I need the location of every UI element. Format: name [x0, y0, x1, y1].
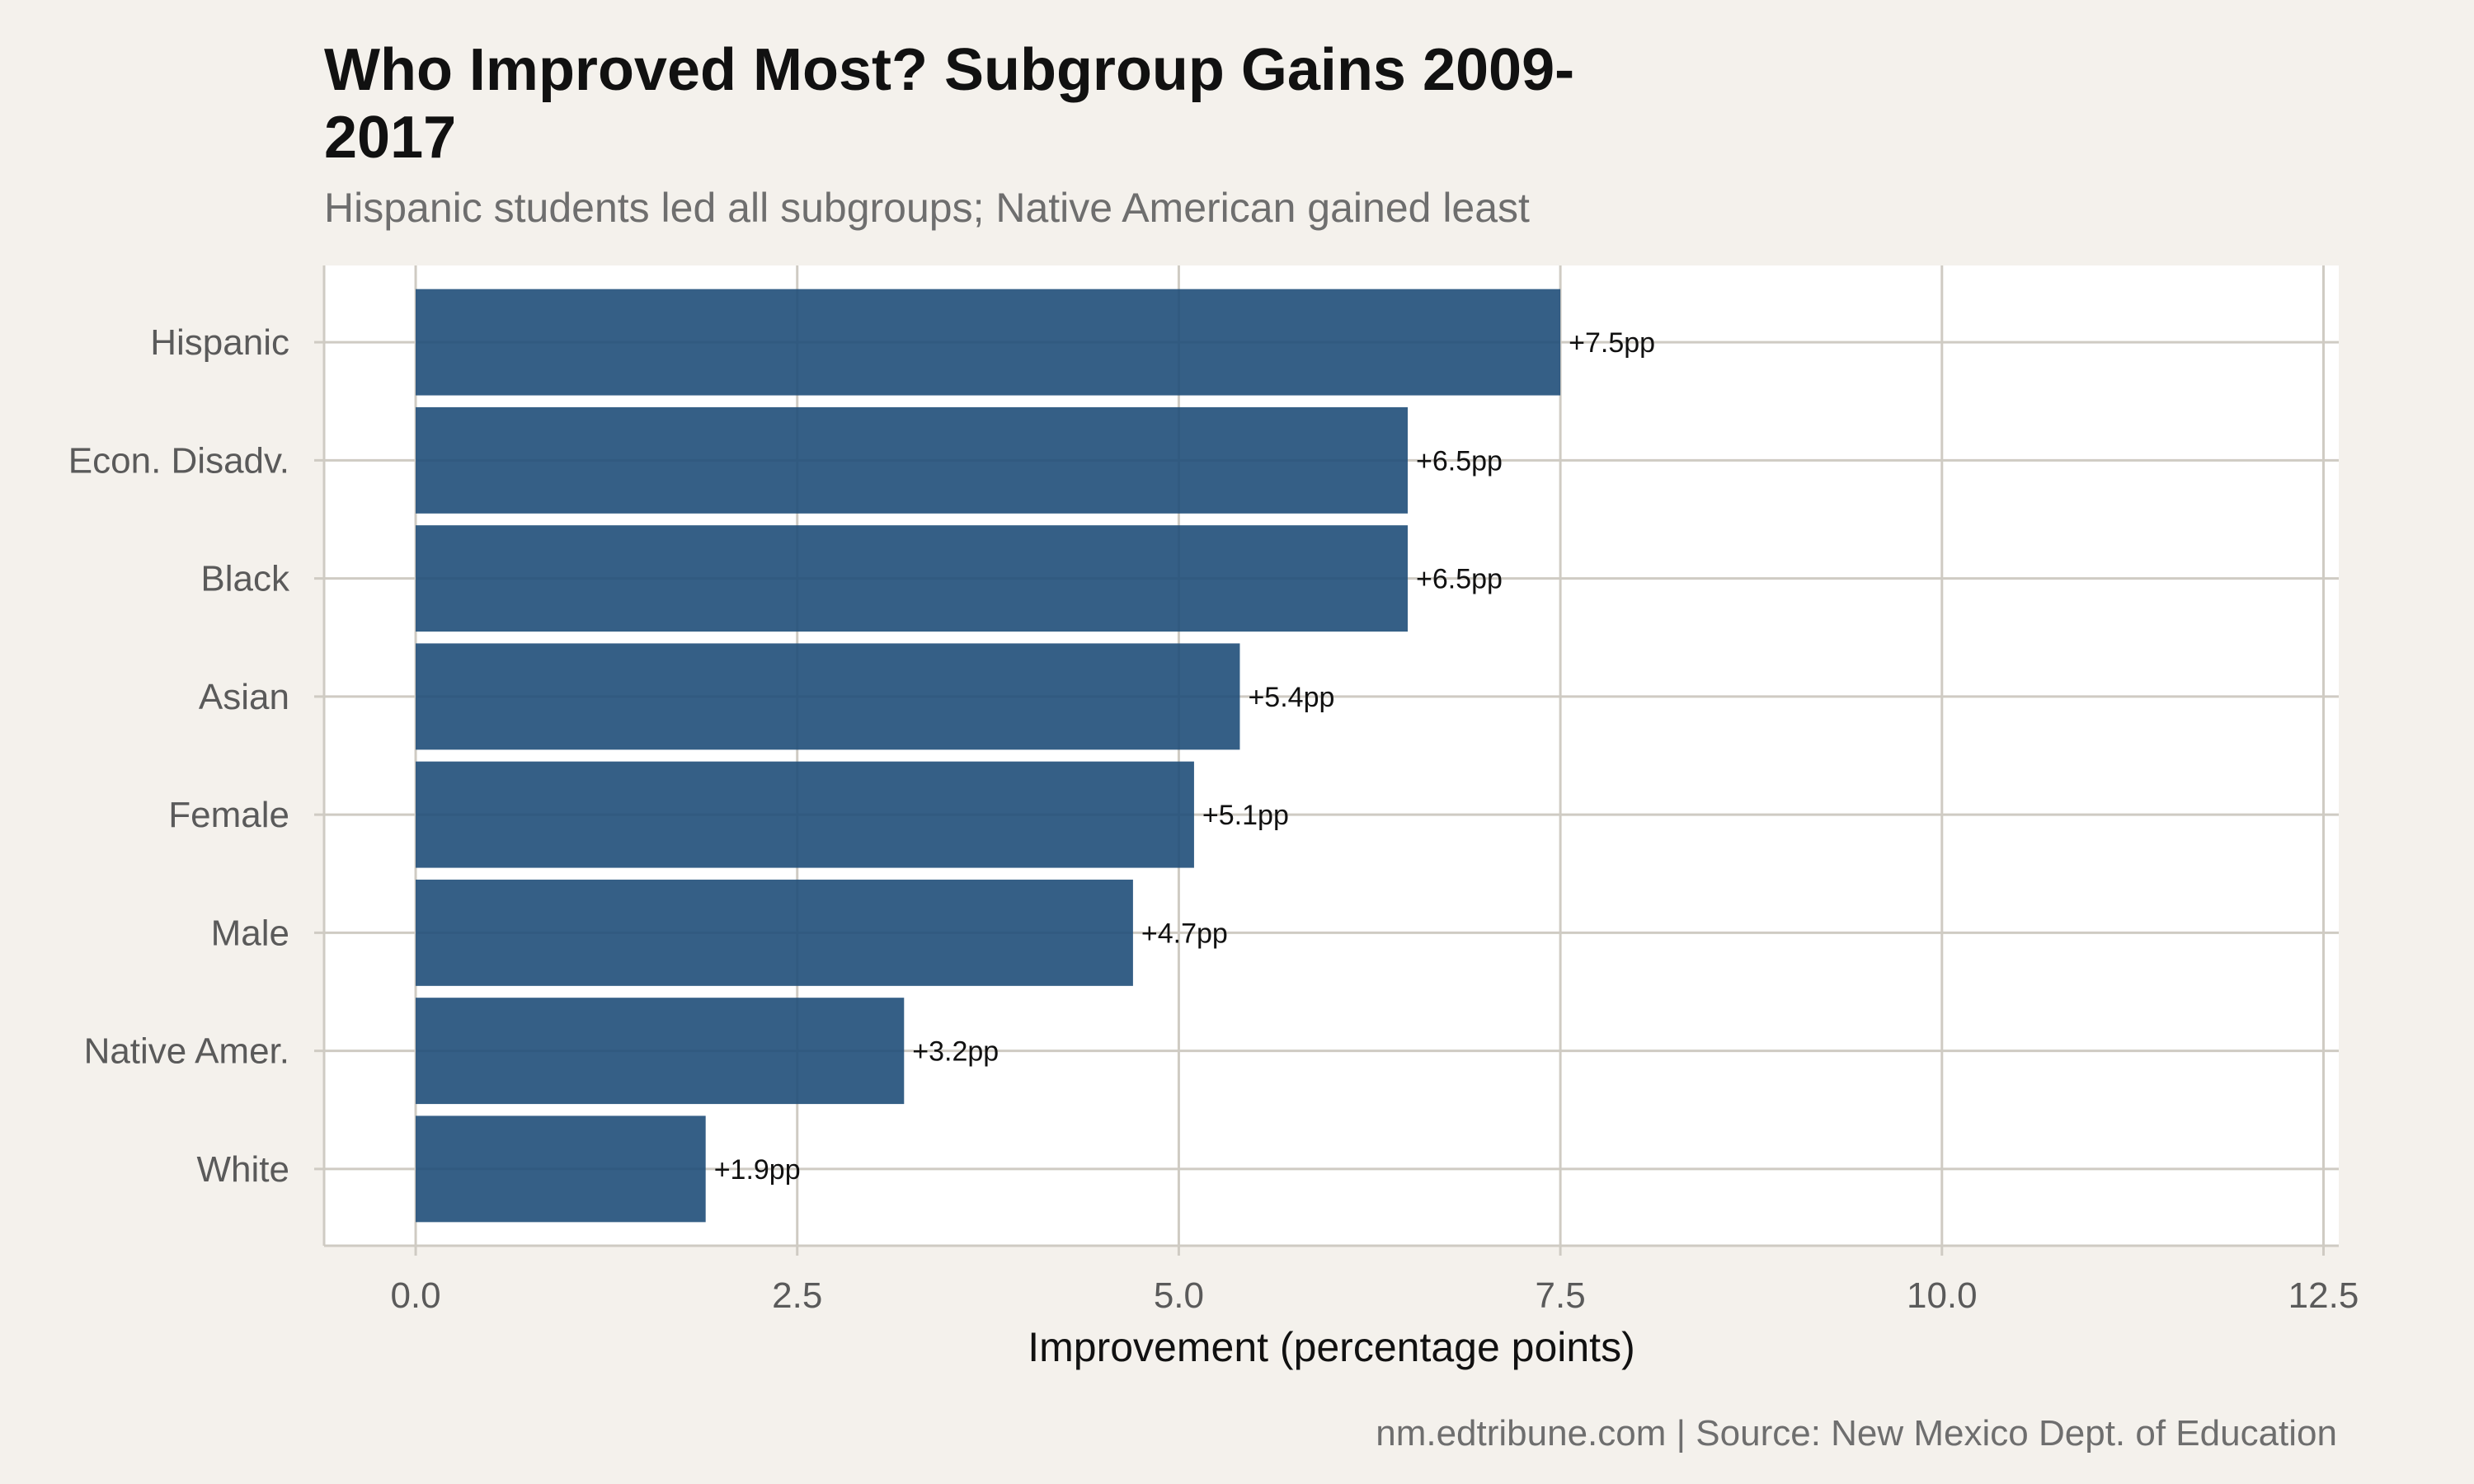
data-label: +5.4pp: [1248, 682, 1334, 713]
data-label: +6.5pp: [1416, 564, 1503, 595]
bar-hispanic: [416, 289, 1561, 396]
y-tick-label: Male: [211, 913, 289, 953]
bar-female: [416, 761, 1194, 868]
x-tick-label: 0.0: [390, 1275, 440, 1316]
y-axis: Hispanic Econ. Disadv. Black Asian Female Mal…: [68, 322, 324, 1190]
x-tick-label: 10.0: [1907, 1275, 1978, 1316]
x-tick-label: 5.0: [1154, 1275, 1204, 1316]
x-axis: 0.0 2.5 5.0 7.5 10.0 12.5: [324, 1244, 2359, 1316]
bars-group: [416, 289, 1561, 1223]
y-tick-label: Econ. Disadv.: [68, 440, 289, 481]
data-label: +1.9pp: [714, 1154, 801, 1186]
data-label: +3.2pp: [912, 1036, 999, 1068]
y-tick-label: Asian: [199, 677, 289, 717]
bar-black: [416, 525, 1409, 632]
bar-white: [416, 1115, 706, 1223]
bar-native-amer: [416, 998, 905, 1105]
y-tick-label: Female: [168, 795, 289, 835]
data-label: +4.7pp: [1141, 918, 1228, 949]
bar-econ-disadv: [416, 406, 1409, 514]
chart-caption: nm.edtribune.com | Source: New Mexico De…: [1376, 1413, 2337, 1453]
y-tick-label: White: [197, 1149, 289, 1190]
bar-male: [416, 879, 1133, 986]
data-label: +5.1pp: [1202, 800, 1289, 831]
bar-asian: [416, 643, 1240, 750]
data-labels-group: +7.5pp +6.5pp +6.5pp +5.4pp +5.1pp +4.7pp +3.2…: [714, 327, 1655, 1186]
chart-title: Who Improved Most? Subgroup Gains 2009-2…: [324, 37, 1575, 171]
data-label: +7.5pp: [1569, 327, 1655, 359]
x-tick-label: 7.5: [1536, 1275, 1586, 1316]
data-label: +6.5pp: [1416, 445, 1503, 477]
x-axis-title: Improvement (percentage points): [1028, 1324, 1634, 1370]
y-tick-label: Black: [200, 559, 290, 599]
x-tick-label: 2.5: [772, 1275, 822, 1316]
y-tick-label: Native Amer.: [84, 1031, 289, 1072]
x-tick-label: 12.5: [2288, 1275, 2359, 1316]
y-tick-label: Hispanic: [150, 322, 289, 363]
chart-subtitle: Hispanic students led all subgroups; Nat…: [324, 185, 1530, 231]
